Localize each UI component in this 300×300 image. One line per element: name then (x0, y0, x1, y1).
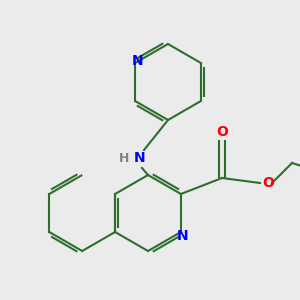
Text: N: N (177, 229, 189, 243)
Text: N: N (131, 54, 143, 68)
Text: N: N (134, 151, 146, 165)
Text: O: O (262, 176, 274, 190)
Text: H: H (119, 152, 129, 164)
Text: O: O (216, 125, 228, 139)
